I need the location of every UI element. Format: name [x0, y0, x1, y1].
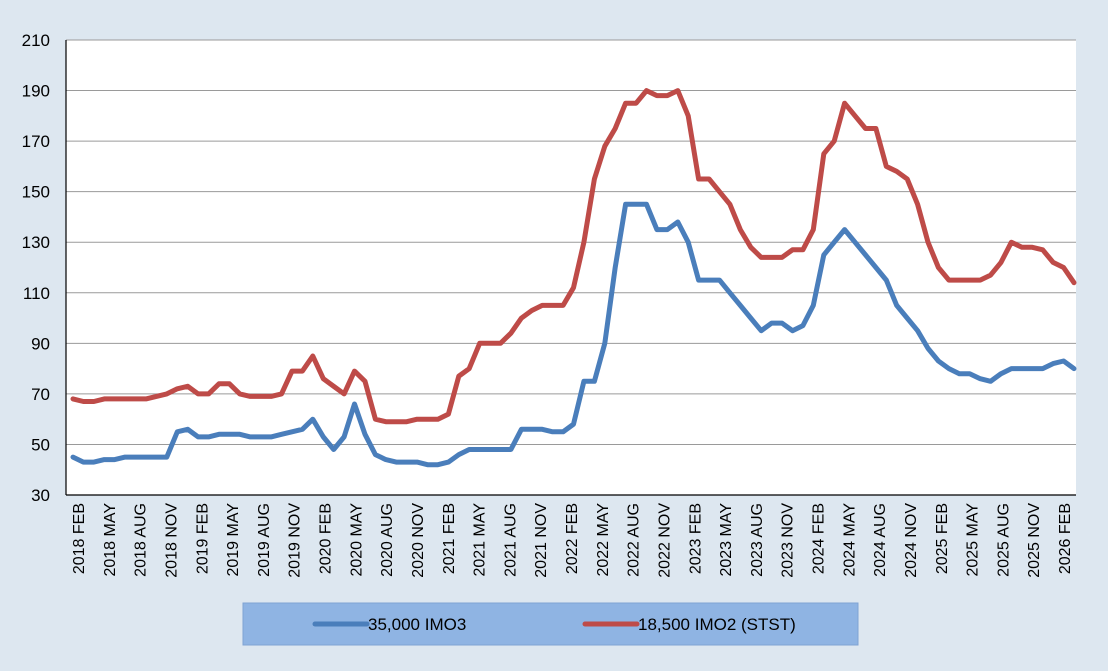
x-tick-label: 2025 MAY	[965, 503, 982, 577]
x-axis-tick-labels: 2018 FEB 2018 MAY 2018 AUG 2018 NOV 2019 FEB…	[71, 503, 1074, 578]
x-tick-label: 2021 MAY	[472, 503, 489, 577]
x-tick-label: 2023 FEB	[687, 503, 704, 574]
gridlines	[65, 39, 1076, 496]
x-tick-label: 2024 MAY	[841, 503, 858, 577]
x-tick-label: 2025 FEB	[934, 503, 951, 574]
y-tick-label: 70	[31, 385, 50, 404]
x-tick-label: 2018 AUG	[133, 503, 150, 577]
x-tick-label: 2021 NOV	[533, 503, 550, 578]
x-tick-label: 2024 AUG	[872, 503, 889, 577]
x-tick-label: 2022 MAY	[595, 503, 612, 577]
x-tick-label: 2018 NOV	[163, 503, 180, 578]
x-tick-label: 2025 NOV	[1026, 503, 1043, 578]
x-tick-label: 2023 MAY	[718, 503, 735, 577]
series-line-1	[70, 201, 1077, 468]
x-tick-label: 2023 NOV	[780, 503, 797, 578]
y-tick-label: 90	[31, 334, 50, 353]
y-axis-tick-labels: 30 50 70 90 110 130 150 170 190 210	[22, 31, 50, 505]
x-tick-label: 2021 FEB	[441, 503, 458, 574]
x-tick-label: 2023 AUG	[749, 503, 766, 577]
y-tick-label: 110	[23, 284, 50, 303]
y-tick-label: 130	[22, 233, 50, 252]
x-tick-label: 2024 FEB	[811, 503, 828, 574]
x-tick-label: 2021 AUG	[502, 503, 519, 577]
y-tick-label: 210	[22, 31, 50, 50]
x-tick-label: 2026 FEB	[1057, 503, 1074, 574]
x-tick-label: 2025 AUG	[995, 503, 1012, 577]
x-tick-label: 2018 MAY	[102, 503, 119, 577]
x-tick-label: 2024 NOV	[903, 503, 920, 578]
legend-label-2: 18,500 IMO2 (STST)	[638, 615, 796, 634]
x-tick-label: 2020 FEB	[318, 503, 335, 574]
y-tick-label: 150	[22, 183, 50, 202]
x-tick-label: 2018 FEB	[71, 503, 88, 574]
x-tick-label: 2020 NOV	[410, 503, 427, 578]
y-tick-label: 30	[31, 486, 50, 505]
x-tick-label: 2020 AUG	[379, 503, 396, 577]
x-tick-label: 2020 MAY	[348, 503, 365, 577]
x-tick-label: 2019 AUG	[256, 503, 273, 577]
y-tick-label: 170	[22, 132, 50, 151]
y-tick-label: 190	[22, 82, 50, 101]
x-tick-label: 2022 NOV	[656, 503, 673, 578]
x-tick-label: 2019 FEB	[194, 503, 211, 574]
series-lines	[70, 88, 1077, 468]
plot-area	[66, 40, 1076, 495]
x-tick-label: 2022 AUG	[626, 503, 643, 577]
x-tick-label: 2022 FEB	[564, 503, 581, 574]
legend: 35,000 IMO3 18,500 IMO2 (STST)	[242, 602, 859, 646]
x-tick-label: 2019 NOV	[287, 503, 304, 578]
series-line-2	[70, 88, 1077, 425]
legend-label-1: 35,000 IMO3	[368, 615, 466, 634]
x-tick-label: 2019 MAY	[225, 503, 242, 577]
y-tick-label: 50	[31, 435, 50, 454]
